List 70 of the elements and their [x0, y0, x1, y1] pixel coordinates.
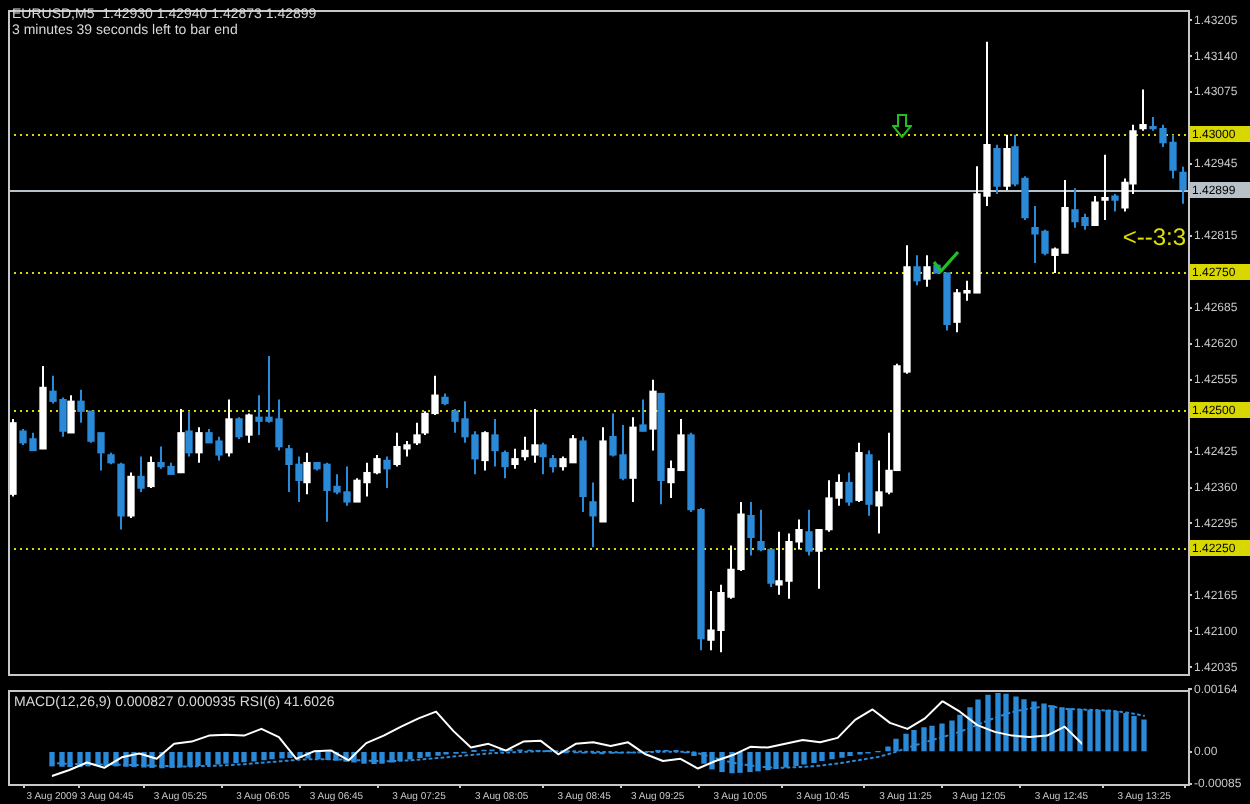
bar [241, 751, 247, 763]
candlestick [649, 378, 657, 452]
bar [397, 751, 403, 762]
candlestick [245, 412, 253, 444]
bar [1123, 712, 1129, 752]
bar [921, 727, 927, 752]
bar [361, 751, 367, 764]
bar [1095, 709, 1101, 752]
candlestick [195, 426, 203, 464]
bar [811, 751, 817, 763]
bar [315, 751, 321, 760]
candlestick [67, 394, 75, 434]
bar [389, 751, 395, 763]
candlestick [147, 455, 155, 490]
candlestick [1101, 153, 1109, 221]
bar [893, 738, 899, 752]
bar [279, 751, 285, 759]
bar [425, 751, 431, 757]
candlestick [1003, 133, 1011, 192]
candlestick [235, 416, 243, 440]
bar [1113, 711, 1119, 752]
bar [417, 751, 423, 759]
bar [939, 723, 945, 752]
candlestick [491, 417, 499, 468]
bar [251, 751, 257, 762]
bar [829, 751, 835, 760]
candlestick [225, 398, 233, 458]
bar [911, 730, 917, 752]
bar [233, 751, 239, 763]
candlestick [845, 471, 853, 507]
bar [1087, 709, 1093, 752]
candlestick [501, 449, 509, 480]
bar [1077, 709, 1083, 752]
candlestick [303, 451, 311, 496]
candlestick [137, 455, 145, 493]
bar [1131, 715, 1137, 752]
candlestick [589, 481, 597, 549]
bar [903, 733, 909, 752]
bar [379, 751, 385, 764]
bar [1105, 709, 1111, 752]
bar [701, 751, 707, 764]
bar [929, 725, 935, 752]
bar [261, 751, 267, 761]
annotation: <--3:3 [1122, 222, 1187, 251]
bar [223, 751, 229, 764]
bar [839, 751, 845, 758]
bar [407, 751, 413, 760]
candlestick [923, 254, 931, 288]
candlestick [747, 500, 755, 557]
bar [269, 751, 275, 760]
candlestick [1091, 195, 1099, 227]
candlestick [185, 410, 193, 458]
bar [885, 746, 891, 752]
candlestick [511, 447, 519, 470]
candlestick [913, 254, 921, 287]
bar [847, 751, 853, 757]
bar [957, 714, 963, 752]
bar [819, 751, 825, 762]
candlestick [177, 408, 185, 474]
candlestick [383, 455, 391, 490]
candlestick [993, 143, 1001, 195]
bar [949, 720, 955, 752]
bar [325, 751, 331, 760]
candlestick [481, 430, 489, 472]
bar [691, 751, 697, 757]
candlestick [1139, 88, 1147, 132]
candlestick [539, 441, 547, 476]
candlestick [805, 508, 813, 557]
candlestick [127, 471, 135, 519]
candlestick [639, 398, 647, 433]
